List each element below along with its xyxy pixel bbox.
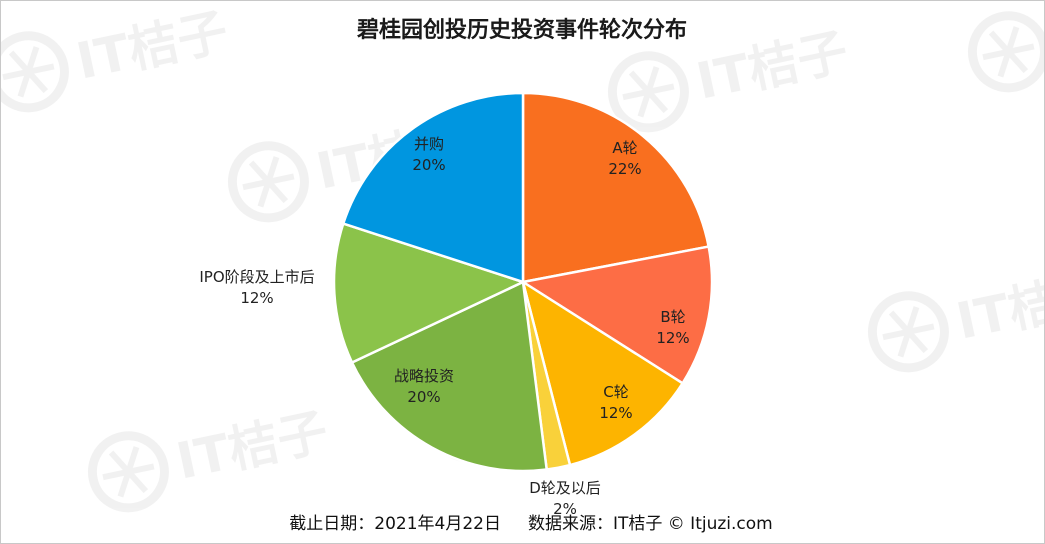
footer-source-note: 截止日期：2021年4月22日 数据来源：IT桔子 © Itjuzi.com: [289, 514, 772, 534]
slice-category-label: B轮: [660, 308, 685, 326]
slice-percent-label: 22%: [608, 160, 641, 178]
pie-slice: [350, 280, 548, 473]
slice-percent-label: 20%: [407, 388, 440, 406]
pie-slice: [521, 91, 710, 284]
slice-category-label: 战略投资: [394, 367, 454, 385]
slice-category-label: C轮: [603, 383, 628, 401]
pie-slice: [342, 91, 525, 284]
slice-category-label: D轮及以后: [529, 479, 601, 497]
slice-percent-label: 12%: [599, 404, 632, 422]
slice-percent-label: 20%: [412, 156, 445, 174]
pie-slices: [332, 91, 714, 473]
slice-category-label: 并购: [414, 135, 444, 153]
pie-slice: [521, 280, 684, 467]
slice-percent-label: 12%: [656, 329, 689, 347]
slice-category-label: A轮: [612, 139, 637, 157]
slice-category-label: IPO阶段及上市后: [199, 268, 314, 286]
slice-percent-label: 2%: [553, 500, 577, 518]
slice-percent-label: 12%: [240, 289, 273, 307]
chart-title: 碧桂园创投历史投资事件轮次分布: [356, 17, 687, 42]
pie-slice: [521, 245, 714, 385]
pie-slice: [332, 222, 525, 364]
pie-labels: A轮 22% B轮 12% C轮 12% D轮及以后 2% 战略投资 20% IPO阶段及上市后 12…: [199, 135, 689, 518]
